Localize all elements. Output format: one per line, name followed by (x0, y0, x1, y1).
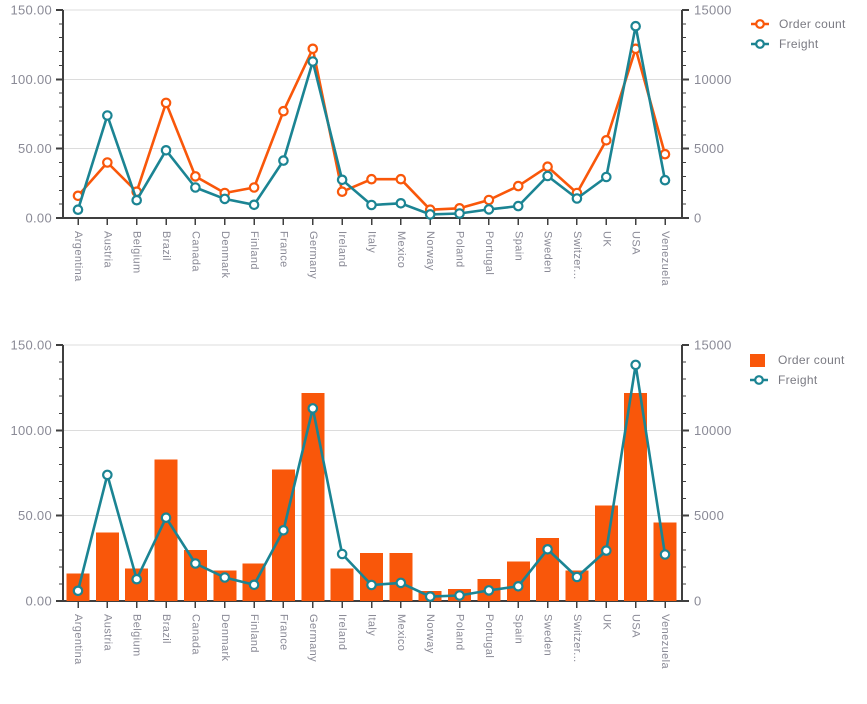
svg-text:0: 0 (694, 211, 702, 226)
svg-text:Poland: Poland (454, 614, 466, 651)
svg-text:USA: USA (630, 231, 642, 255)
line-chart-canvas[interactable]: 0.00 50.00 100.00 150.00 0 5000 10000 15000 Arge… (0, 0, 867, 320)
legend-item-freight[interactable]: Freight (750, 373, 845, 387)
svg-text:Italy: Italy (366, 231, 378, 253)
svg-text:Mexico: Mexico (395, 231, 407, 268)
svg-text:10000: 10000 (694, 423, 732, 438)
freight-line-marker-icon (751, 38, 771, 50)
series-freight-line (72, 20, 671, 220)
series-freight-line (72, 359, 671, 602)
series-order-count-line (72, 43, 671, 215)
gridlines (63, 9, 682, 150)
svg-text:Finland: Finland (248, 614, 260, 653)
svg-text:Ireland: Ireland (336, 231, 348, 267)
legend-item-order-count[interactable]: Order count (751, 17, 846, 31)
combo-chart-canvas[interactable]: 0.00 50.00 100.00 150.00 0 5000 10000 15000 Arge… (0, 320, 867, 704)
svg-text:150.00: 150.00 (10, 3, 52, 18)
svg-text:10000: 10000 (694, 72, 732, 87)
svg-text:UK: UK (600, 614, 612, 630)
x-axis-labels: Argentina Austria Belgium Brazil Canada Denma… (72, 614, 671, 669)
order-count-line-marker-icon (751, 18, 771, 30)
freight-line-marker-icon (750, 374, 770, 386)
svg-text:Mexico: Mexico (395, 614, 407, 651)
axis-lines (62, 10, 683, 219)
svg-text:Argentina: Argentina (72, 231, 84, 282)
svg-text:Spain: Spain (512, 614, 524, 644)
svg-text:15000: 15000 (694, 3, 732, 18)
svg-text:50.00: 50.00 (18, 141, 52, 156)
svg-text:Italy: Italy (366, 614, 378, 636)
svg-text:Canada: Canada (189, 231, 201, 272)
axis-ticks (56, 344, 689, 608)
legend-label: Freight (779, 37, 819, 51)
svg-text:Venezuela: Venezuela (659, 231, 671, 286)
svg-text:5000: 5000 (694, 508, 724, 523)
x-axis-labels: Argentina Austria Belgium Brazil Canada Denma… (72, 231, 671, 286)
order-count-bar-swatch-icon (750, 353, 770, 367)
svg-text:Canada: Canada (189, 614, 201, 655)
legend-bottom-chart: Order count Freight (750, 353, 845, 387)
dual-line-chart: 0.00 50.00 100.00 150.00 0 5000 10000 15000 Arge… (0, 0, 867, 320)
svg-text:Venezuela: Venezuela (659, 614, 671, 669)
svg-text:100.00: 100.00 (10, 423, 52, 438)
svg-text:France: France (277, 614, 289, 651)
legend-top-chart: Order count Freight (751, 17, 846, 51)
svg-text:0: 0 (694, 594, 702, 609)
svg-text:France: France (277, 231, 289, 268)
svg-text:0.00: 0.00 (25, 594, 52, 609)
svg-text:Finland: Finland (248, 231, 260, 270)
svg-text:15000: 15000 (694, 338, 732, 353)
axis-labels: 0.00 50.00 100.00 150.00 0 5000 10000 15000 (10, 3, 731, 226)
legend-label: Order count (779, 17, 846, 31)
legend-item-freight[interactable]: Freight (751, 37, 846, 51)
svg-text:Portugal: Portugal (483, 231, 495, 275)
svg-text:Denmark: Denmark (219, 614, 231, 662)
svg-text:0.00: 0.00 (25, 211, 52, 226)
svg-text:Belgium: Belgium (131, 231, 143, 274)
svg-text:USA: USA (630, 614, 642, 638)
bar-line-combo-chart: 0.00 50.00 100.00 150.00 0 5000 10000 15000 Arge… (0, 320, 867, 704)
svg-text:Portugal: Portugal (483, 614, 495, 658)
svg-text:Germany: Germany (307, 231, 319, 279)
svg-text:Sweden: Sweden (542, 614, 554, 656)
svg-text:Brazil: Brazil (160, 614, 172, 644)
svg-text:Switzer...: Switzer... (571, 231, 583, 280)
svg-text:Poland: Poland (454, 231, 466, 268)
svg-text:Switzer...: Switzer... (571, 614, 583, 663)
svg-text:Spain: Spain (512, 231, 524, 261)
legend-item-order-count[interactable]: Order count (750, 353, 845, 367)
svg-text:Germany: Germany (307, 614, 319, 662)
svg-text:Denmark: Denmark (219, 231, 231, 279)
series-order-count-bars (66, 392, 677, 601)
svg-text:50.00: 50.00 (18, 508, 52, 523)
svg-text:Austria: Austria (101, 231, 113, 269)
svg-text:150.00: 150.00 (10, 338, 52, 353)
svg-text:Ireland: Ireland (336, 614, 348, 650)
legend-label: Order count (778, 353, 845, 367)
axis-labels: 0.00 50.00 100.00 150.00 0 5000 10000 15000 (10, 338, 731, 609)
svg-text:Austria: Austria (101, 614, 113, 652)
svg-text:UK: UK (600, 231, 612, 247)
svg-text:Argentina: Argentina (72, 614, 84, 665)
svg-text:Brazil: Brazil (160, 231, 172, 261)
axis-ticks (56, 9, 689, 225)
svg-text:Norway: Norway (424, 614, 436, 654)
svg-text:Norway: Norway (424, 231, 436, 271)
svg-text:100.00: 100.00 (10, 72, 52, 87)
legend-label: Freight (778, 373, 818, 387)
svg-text:Belgium: Belgium (131, 614, 143, 657)
svg-text:Sweden: Sweden (542, 231, 554, 273)
svg-text:5000: 5000 (694, 141, 724, 156)
